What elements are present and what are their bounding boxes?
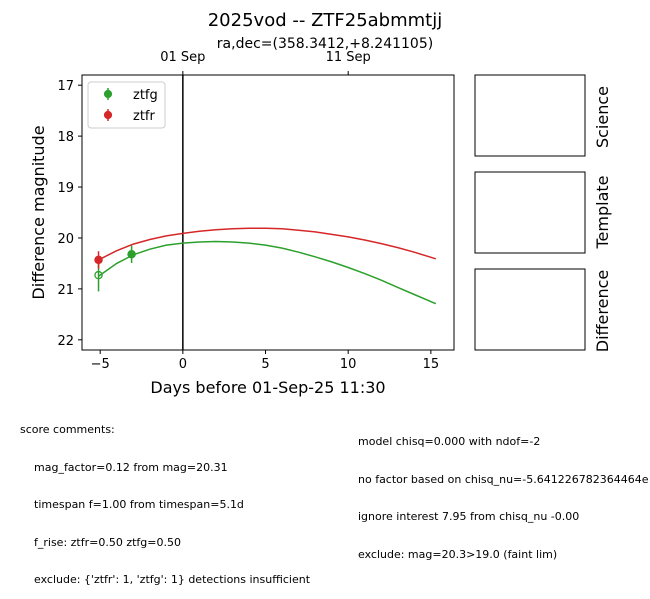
comment-line: exclude: {'ztfr': 1, 'ztfg': 1} detectio… bbox=[34, 573, 311, 586]
data-point-ztfr bbox=[94, 255, 103, 265]
y-tick-label: 19 bbox=[57, 181, 74, 196]
x-tick-label: 5 bbox=[261, 357, 269, 372]
score-comments-right: model chisq=0.000 with ndof=-2 no factor… bbox=[358, 411, 650, 574]
lightcurve-figure: 2025vod -- ZTF25abmmtjj ra,dec=(358.3412… bbox=[29, 10, 612, 397]
comment-line: timespan f=1.00 from timespan=5.1d bbox=[34, 498, 244, 511]
comment-line: model chisq=0.000 with ndof=-2 bbox=[358, 435, 541, 448]
cutout-difference: Difference bbox=[474, 268, 612, 352]
comment-line: no factor based on chisq_nu=-5.641226782… bbox=[358, 472, 649, 486]
y-tick-label: 22 bbox=[57, 334, 74, 349]
difference-cutout-frame bbox=[474, 268, 586, 351]
comments-header: score comments: bbox=[20, 423, 115, 436]
y-tick-label: 20 bbox=[57, 232, 74, 247]
axes-frame bbox=[81, 74, 455, 351]
legend-label: ztfr bbox=[133, 109, 155, 124]
y-tick-label: 18 bbox=[57, 130, 74, 145]
comment-line: mag_factor=0.12 from mag=20.31 bbox=[34, 460, 228, 474]
difference-label: Difference bbox=[593, 270, 612, 352]
y-tick-label: 17 bbox=[57, 79, 74, 94]
chart-title: 2025vod -- ZTF25abmmtjj bbox=[208, 10, 443, 31]
data-point-ztfg bbox=[94, 270, 103, 280]
legend: ztfg ztfr bbox=[87, 81, 166, 129]
x-tick-label: −5 bbox=[91, 357, 110, 372]
top-axis-tick-label: 11 Sep bbox=[326, 50, 371, 65]
y-tick-label: 21 bbox=[57, 283, 74, 298]
cutout-template: Template bbox=[474, 171, 612, 254]
science-label: Science bbox=[593, 86, 612, 148]
comment-line: exclude: mag=20.3>19.0 (faint lim) bbox=[358, 547, 558, 561]
model-curve-ztfr bbox=[98, 227, 437, 261]
score-comments-left: score comments: mag_factor=0.12 from mag… bbox=[20, 399, 310, 599]
x-axis-label: Days before 01-Sep-25 11:30 bbox=[150, 378, 385, 397]
comment-line: f_rise: ztfr=0.50 ztfg=0.50 bbox=[34, 535, 181, 549]
template-cutout-frame bbox=[474, 171, 586, 254]
x-tick-label: 15 bbox=[423, 357, 440, 372]
model-curve-ztfg bbox=[98, 240, 437, 305]
x-tick-label: 10 bbox=[340, 357, 357, 372]
legend-marker-ztfg bbox=[103, 89, 113, 99]
x-tick-label: 0 bbox=[179, 357, 187, 372]
cutout-science: Science bbox=[474, 74, 612, 157]
legend-label: ztfg bbox=[133, 88, 158, 103]
template-label: Template bbox=[593, 175, 612, 249]
plot-area: −5 0 5 10 15 17 18 19 20 21 22 01 Sep 11 Sep Days bef… bbox=[29, 50, 455, 397]
legend-marker-ztfr bbox=[103, 110, 113, 120]
science-cutout-frame bbox=[474, 74, 586, 157]
top-axis-tick-label: 01 Sep bbox=[160, 50, 205, 65]
data-point-ztfg bbox=[127, 250, 136, 259]
chart-subtitle: ra,dec=(358.3412,+8.241105) bbox=[217, 36, 433, 52]
y-axis-label: Difference magnitude bbox=[29, 125, 48, 299]
comment-line: ignore interest 7.95 from chisq_nu -0.00 bbox=[358, 510, 580, 523]
